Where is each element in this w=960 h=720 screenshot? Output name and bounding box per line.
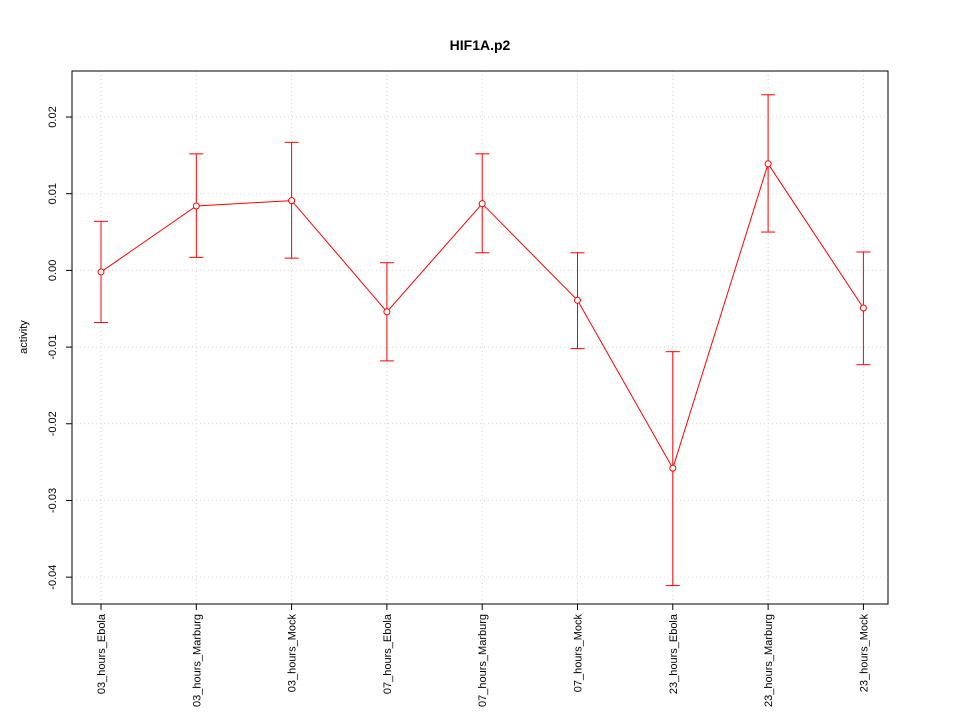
data-point	[764, 160, 772, 168]
chart-title: HIF1A.p2	[450, 37, 511, 53]
y-tick-label: 0.00	[47, 260, 59, 281]
plot-frame	[71, 70, 889, 605]
data-point	[859, 304, 867, 312]
x-tick-label: 03_hours_Ebola	[96, 613, 108, 694]
data-point	[574, 296, 581, 304]
x-tick-label: 07_hours_Marburg	[477, 614, 489, 707]
y-tick-label: -0.04	[47, 565, 59, 590]
y-tick-label: -0.03	[47, 488, 59, 513]
data-point	[192, 202, 200, 210]
x-tick-label: 07_hours_Mock	[573, 614, 585, 693]
data-point	[383, 308, 391, 316]
x-tick-label: 03_hours_Mock	[287, 614, 299, 693]
y-tick-label: 0.02	[47, 106, 59, 127]
y-axis: -0.04 -0.03 -0.02 -0.01 0.00 0.01 0.02	[47, 106, 72, 590]
data-point	[669, 464, 677, 472]
y-tick-label: -0.02	[47, 411, 59, 436]
x-tick-label: 07_hours_Ebola	[382, 613, 394, 694]
grid	[72, 71, 888, 604]
x-tick-label: 23_hours_Mock	[858, 614, 870, 693]
data-point	[97, 268, 105, 276]
x-tick-label: 03_hours_Marburg	[191, 614, 203, 707]
series	[94, 94, 871, 587]
data-point	[478, 200, 486, 208]
x-tick-label: 23_hours_Ebola	[668, 613, 680, 694]
y-axis-label: activity	[18, 320, 30, 354]
data-point	[288, 197, 296, 205]
x-axis: 03_hours_Ebola 03_hours_Marburg 03_hours_M…	[96, 604, 870, 707]
y-tick-label: -0.01	[47, 335, 59, 360]
x-tick-label: 23_hours_Marburg	[763, 614, 775, 707]
y-tick-label: 0.01	[47, 183, 59, 204]
